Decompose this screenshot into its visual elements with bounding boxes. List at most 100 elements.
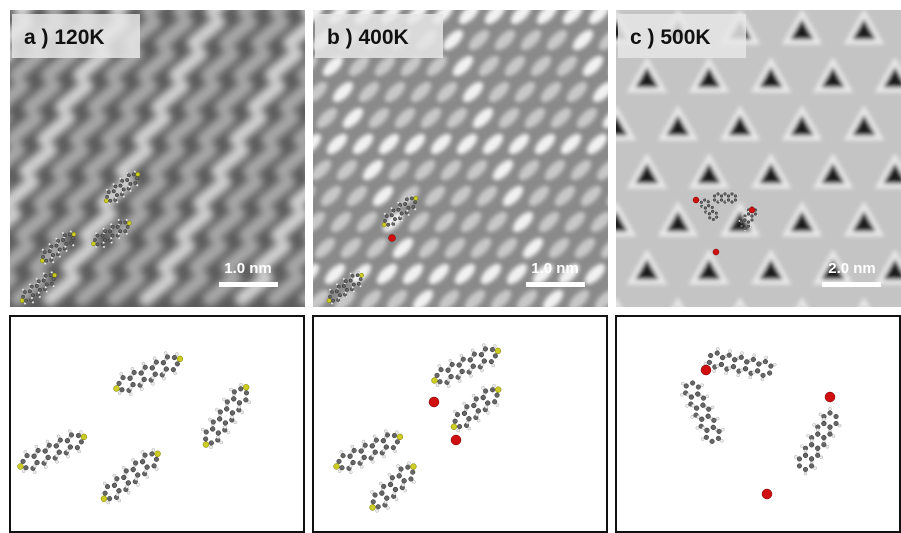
texture-blob	[442, 29, 464, 51]
carbon	[726, 352, 732, 358]
carbon	[62, 233, 67, 238]
texture-ridge	[188, 239, 228, 274]
texture-ridge	[256, 175, 296, 210]
carbon	[492, 353, 498, 359]
carbon	[796, 456, 802, 462]
carbon	[705, 413, 711, 419]
texture-blob	[504, 55, 526, 77]
hydrogen	[105, 188, 109, 192]
texture-ridge	[202, 271, 242, 306]
hydrogen	[458, 373, 462, 377]
hydrogen	[71, 243, 75, 247]
carbon	[715, 215, 719, 219]
texture-ridge	[106, 271, 146, 306]
texture-ridge	[154, 15, 194, 50]
carbon	[389, 213, 394, 218]
texture-blob	[530, 55, 552, 77]
carbon	[71, 236, 75, 241]
hydrogen	[133, 170, 137, 173]
carbon	[108, 229, 113, 234]
carbon	[480, 395, 486, 401]
texture-blob	[570, 159, 592, 181]
carbon	[460, 356, 466, 362]
texture-blob	[478, 55, 500, 77]
texture-blob	[386, 289, 408, 307]
hydrogen	[37, 291, 41, 294]
carbon	[478, 352, 484, 358]
texture-ridge	[124, 239, 164, 274]
hydrogen	[465, 420, 470, 425]
texture-blob	[313, 81, 328, 103]
hydrogen	[764, 355, 768, 360]
hydrogen	[480, 362, 484, 367]
carbon	[121, 474, 127, 481]
texture-ridge	[10, 79, 30, 114]
carbon	[716, 192, 720, 196]
texture-blob	[408, 211, 430, 233]
texture-blob	[440, 159, 462, 181]
hydrogen	[38, 295, 42, 299]
texture-blob	[444, 237, 466, 259]
hydrogen	[342, 277, 346, 281]
texture-blob	[462, 81, 484, 103]
texture-blob	[330, 211, 352, 233]
texture-ridge	[264, 47, 304, 82]
stm-image	[616, 10, 901, 307]
carbon	[730, 364, 737, 370]
hydrogen	[122, 195, 126, 198]
carbon	[746, 212, 751, 216]
texture-blob	[402, 263, 424, 285]
carbon	[750, 356, 756, 363]
hydrogen	[407, 461, 411, 465]
texture-blob	[596, 159, 608, 181]
hydrogen	[237, 405, 241, 409]
texture-hole	[812, 152, 854, 189]
texture-blob	[436, 81, 458, 103]
carbon	[171, 354, 177, 361]
carbon	[43, 273, 48, 278]
texture-blob	[488, 81, 510, 103]
carbon	[123, 229, 128, 234]
texture-ridge	[0, 12, 4, 52]
carbon	[405, 464, 411, 470]
hydrogen	[743, 229, 747, 232]
hydrogen	[54, 237, 58, 240]
panel-label-text: b ) 400K	[327, 26, 409, 49]
texture-hole	[750, 56, 792, 93]
texture-ridge	[0, 172, 10, 212]
hydrogen	[384, 500, 388, 504]
hydrogen	[141, 361, 146, 366]
carbon	[833, 413, 839, 420]
hydrogen	[492, 384, 496, 388]
carbon	[746, 224, 751, 228]
hydrogen	[383, 212, 387, 216]
hydrogen	[721, 427, 725, 432]
hydrogen	[337, 469, 342, 473]
carbon	[467, 357, 473, 363]
hydrogen	[23, 302, 27, 305]
hydrogen	[702, 205, 705, 209]
carbon	[750, 214, 754, 218]
carbon	[411, 205, 416, 209]
carbon	[383, 218, 387, 223]
hydrogen	[760, 377, 765, 382]
carbon	[706, 200, 710, 204]
carbon	[343, 279, 348, 284]
hydrogen	[219, 440, 223, 445]
carbon	[710, 424, 716, 430]
carbon	[236, 400, 243, 406]
hydrogen	[696, 415, 701, 419]
carbon	[815, 452, 821, 458]
texture-ridge	[10, 239, 36, 274]
carbon	[714, 211, 718, 215]
stm-image	[313, 10, 608, 307]
carbon	[369, 443, 375, 449]
carbon	[118, 229, 123, 234]
carbon	[151, 463, 157, 469]
texture-hole	[843, 200, 885, 237]
texture-blob	[550, 107, 572, 129]
carbon	[115, 224, 120, 229]
sulfur	[100, 495, 108, 502]
carbon	[69, 241, 74, 245]
carbon	[750, 218, 754, 222]
